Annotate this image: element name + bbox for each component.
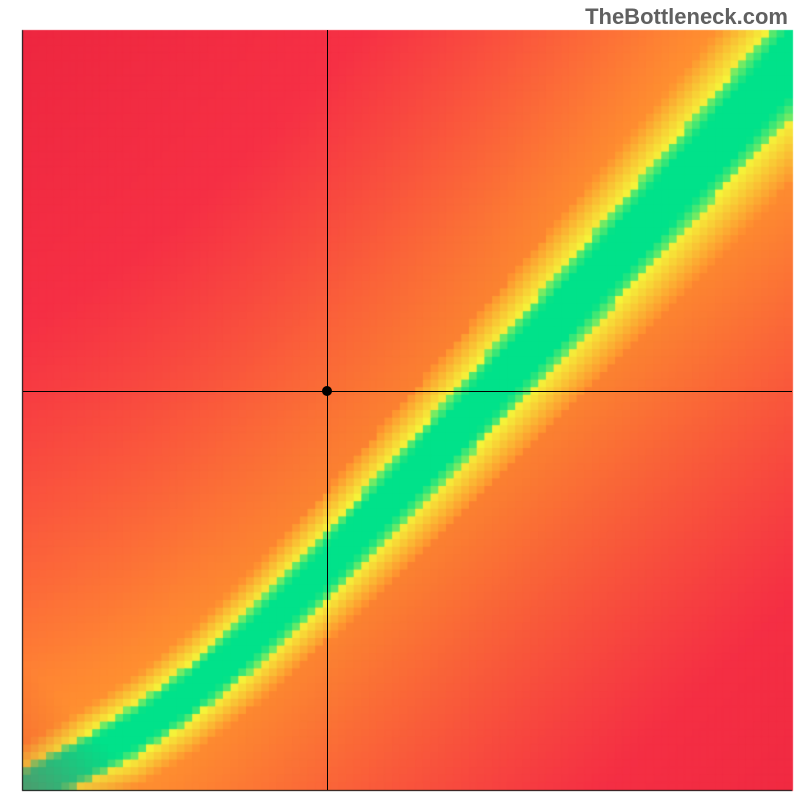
bottleneck-heatmap <box>0 0 800 800</box>
watermark-label: TheBottleneck.com <box>585 4 788 30</box>
chart-container: TheBottleneck.com <box>0 0 800 800</box>
